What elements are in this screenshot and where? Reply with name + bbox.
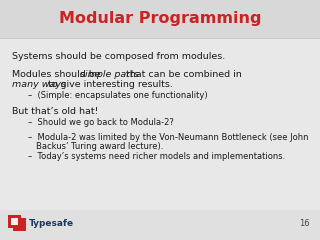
Text: But that’s old hat!: But that’s old hat! [12, 107, 98, 116]
Text: simple parts: simple parts [80, 70, 139, 79]
Bar [11, 218, 18, 225]
Text: that can be combined in: that can be combined in [123, 70, 242, 79]
Bar [8, 215, 21, 228]
Text: –  Today’s systems need richer models and implementations.: – Today’s systems need richer models and… [28, 152, 285, 161]
Text: Modules should be: Modules should be [12, 70, 104, 79]
Bar [13, 218, 26, 231]
Text: –  Modula-2 was limited by the Von-Neumann Bottleneck (see John: – Modula-2 was limited by the Von-Neuman… [28, 133, 308, 142]
Text: Systems should be composed from modules.: Systems should be composed from modules. [12, 52, 225, 61]
Text: Modular Programming: Modular Programming [59, 12, 261, 26]
Text: Typesafe: Typesafe [29, 219, 74, 228]
Text: 16: 16 [300, 219, 310, 228]
Text: Backus’ Turing award lecture).: Backus’ Turing award lecture). [36, 142, 164, 151]
Text: –  Should we go back to Modula-2?: – Should we go back to Modula-2? [28, 118, 174, 127]
Bar [0, 210, 320, 240]
Text: to give interesting results.: to give interesting results. [45, 80, 173, 89]
Bar [0, 0, 320, 38]
Text: –  (Simple: encapsulates one functionality): – (Simple: encapsulates one functionalit… [28, 91, 208, 100]
Text: many ways: many ways [12, 80, 66, 89]
